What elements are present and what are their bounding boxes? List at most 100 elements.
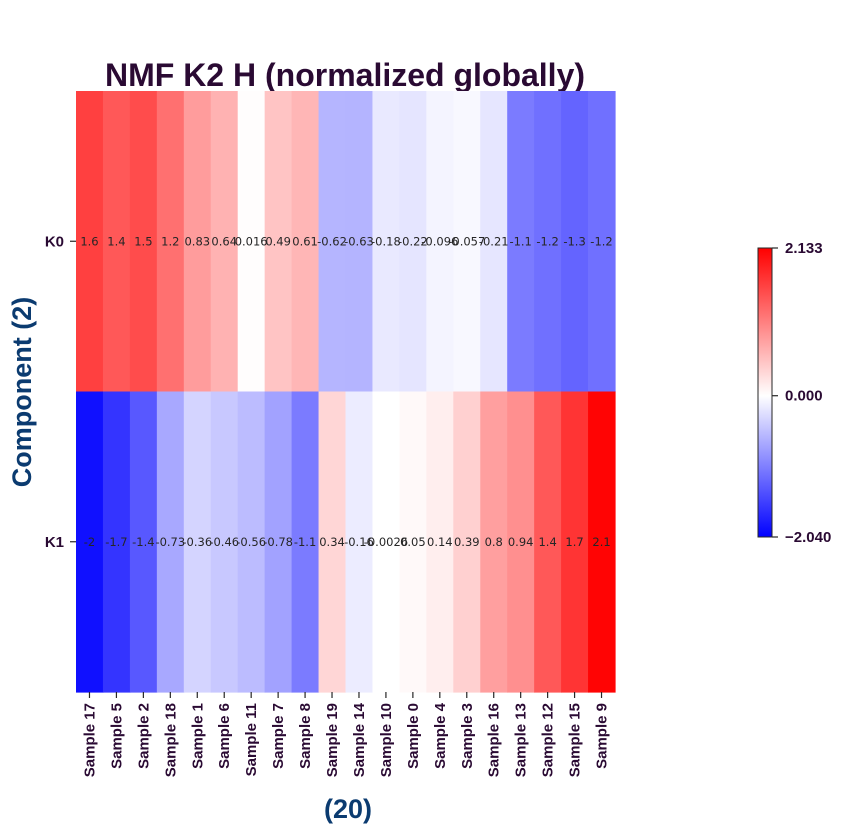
heatmap-cell bbox=[237, 91, 266, 393]
cell-value-label: -0.22 bbox=[398, 234, 428, 248]
x-axis-ticks: Sample 17 Sample 5 Sample 2 Sample 18 Sample… bbox=[81, 692, 611, 777]
heatmap-cell bbox=[318, 91, 347, 393]
heatmap-cell bbox=[129, 91, 158, 393]
cell-value-label: 0.016 bbox=[235, 234, 268, 248]
x-tick-label: Sample 0 bbox=[405, 703, 422, 769]
x-tick-label: Sample 6 bbox=[216, 703, 233, 769]
cell-value-label: -1.1 bbox=[509, 234, 531, 248]
cell-value-label: -0.56 bbox=[236, 535, 266, 549]
cell-value-label: -0.16 bbox=[344, 535, 374, 549]
x-tick-label: Sample 2 bbox=[135, 703, 152, 769]
heatmap-cell bbox=[129, 391, 158, 693]
heatmap-cell bbox=[291, 391, 320, 693]
cell-value-label: -1.2 bbox=[590, 234, 612, 248]
cell-value-label: -1.3 bbox=[563, 234, 585, 248]
cell-value-label: 0.83 bbox=[184, 234, 210, 248]
cell-value-label: -0.78 bbox=[263, 535, 293, 549]
x-tick-label: Sample 5 bbox=[108, 703, 125, 769]
cell-value-label: 0.49 bbox=[265, 234, 291, 248]
x-tick-label: Sample 11 bbox=[243, 703, 260, 776]
cell-value-label: 1.7 bbox=[565, 535, 583, 549]
cell-value-label: 1.4 bbox=[107, 234, 125, 248]
heatmap-cell bbox=[561, 91, 589, 393]
heatmap-cell bbox=[156, 91, 185, 393]
cell-value-label: -2 bbox=[84, 535, 95, 549]
heatmap-cell bbox=[426, 391, 454, 693]
heatmap-cell bbox=[426, 91, 454, 393]
heatmap-cell bbox=[534, 91, 562, 393]
heatmap-cell bbox=[210, 91, 239, 393]
x-tick-label: Sample 3 bbox=[459, 703, 476, 769]
y-tick-label: K1 bbox=[45, 534, 64, 551]
cell-value-label: -0.63 bbox=[344, 234, 374, 248]
x-tick-label: Sample 15 bbox=[567, 703, 584, 777]
colorbar: 2.133 0.000 −2.040 bbox=[757, 240, 831, 546]
cell-value-label: 1.5 bbox=[134, 234, 152, 248]
colorbar-tick-label: −2.040 bbox=[785, 529, 831, 546]
x-tick-label: Sample 14 bbox=[351, 702, 368, 777]
x-tick-label: Sample 4 bbox=[432, 702, 449, 769]
x-tick-label: Sample 12 bbox=[540, 703, 557, 777]
cell-value-label: 0.05 bbox=[400, 535, 426, 549]
cell-value-label: -1.4 bbox=[132, 535, 154, 549]
cell-value-label: 0.94 bbox=[508, 535, 534, 549]
colorbar-gradient bbox=[757, 247, 773, 538]
heatmap-cell bbox=[183, 91, 212, 393]
x-tick-label: Sample 18 bbox=[162, 703, 179, 777]
cell-value-label: -0.36 bbox=[182, 535, 212, 549]
y-tick-label: K0 bbox=[45, 233, 64, 250]
cell-value-label: -0.46 bbox=[209, 535, 239, 549]
heatmap-cell bbox=[588, 391, 616, 693]
heatmap-cell bbox=[480, 391, 508, 693]
x-tick-label: Sample 13 bbox=[513, 703, 530, 777]
heatmap-cell bbox=[453, 391, 481, 693]
cell-value-label: -0.057 bbox=[448, 234, 485, 248]
heatmap-cell bbox=[183, 391, 212, 693]
x-tick-label: Sample 7 bbox=[270, 703, 287, 769]
heatmap-cell bbox=[480, 91, 508, 393]
heatmap-cell bbox=[102, 91, 131, 393]
heatmap-cell bbox=[237, 391, 266, 693]
y-axis-label: Component (2) bbox=[7, 297, 37, 487]
x-tick-label: Sample 16 bbox=[486, 703, 503, 777]
x-tick-label: Sample 10 bbox=[378, 703, 395, 777]
cell-value-label: -0.62 bbox=[317, 234, 347, 248]
cell-value-label: 2.1 bbox=[592, 535, 610, 549]
heatmap-cell bbox=[76, 391, 104, 693]
heatmap-cell bbox=[372, 91, 400, 393]
cell-value-label: 0.34 bbox=[319, 535, 345, 549]
x-axis-label: (20) bbox=[324, 794, 372, 824]
heatmap-cell bbox=[102, 391, 131, 693]
cell-value-label: -1.1 bbox=[294, 535, 316, 549]
heatmap-cell bbox=[264, 391, 293, 693]
cell-value-label: 0.39 bbox=[454, 535, 480, 549]
cell-value-label: 1.4 bbox=[538, 535, 556, 549]
cell-value-label: 0.64 bbox=[211, 234, 237, 248]
cell-value-label: -0.0026 bbox=[364, 535, 408, 549]
heatmap-cell bbox=[318, 391, 347, 693]
x-tick-label: Sample 19 bbox=[324, 703, 341, 777]
y-axis-ticks: K0 K1 bbox=[45, 233, 76, 551]
cell-value-label: -0.096 bbox=[421, 234, 458, 248]
cell-value-label: -0.73 bbox=[155, 535, 185, 549]
heatmap-cell bbox=[453, 91, 481, 393]
cell-value-label: -1.7 bbox=[105, 535, 127, 549]
cell-value-label: 0.8 bbox=[485, 535, 503, 549]
x-tick-label: Sample 8 bbox=[297, 703, 314, 769]
heatmap-cell bbox=[561, 391, 589, 693]
cell-value-label: 1.2 bbox=[161, 234, 179, 248]
heatmap-cell bbox=[507, 91, 535, 393]
cell-value-label: 0.14 bbox=[427, 535, 453, 549]
colorbar-tick-label: 0.000 bbox=[785, 388, 823, 405]
heatmap-cell bbox=[291, 91, 320, 393]
heatmap-cell bbox=[372, 391, 400, 693]
heatmap-cell bbox=[399, 91, 427, 393]
x-tick-label: Sample 9 bbox=[594, 703, 611, 769]
heatmap-cell bbox=[399, 391, 427, 693]
heatmap-cells bbox=[76, 91, 616, 693]
cell-value-label: -0.21 bbox=[479, 234, 509, 248]
cell-value-label: 1.6 bbox=[80, 234, 98, 248]
cell-value-label: -0.18 bbox=[371, 234, 401, 248]
